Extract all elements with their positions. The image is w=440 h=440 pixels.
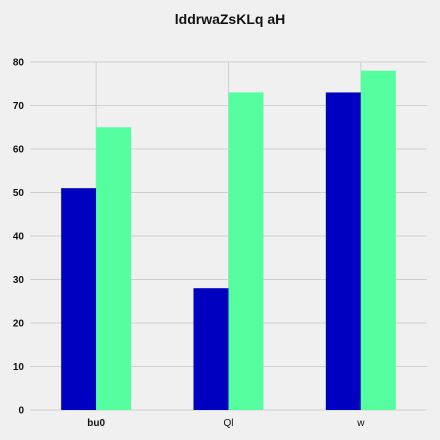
- x-axis-ticks: bu0 Ql w: [87, 418, 365, 429]
- bar-Ql-series-2: [228, 92, 264, 410]
- bar-w-series-1: [325, 92, 361, 410]
- y-tick-label: 40: [13, 232, 25, 243]
- chart-title: lddrwaZsKLq aH: [175, 11, 285, 27]
- x-tick-label: w: [356, 418, 365, 429]
- bars: [61, 70, 396, 410]
- y-tick-label: 10: [13, 362, 25, 373]
- bar-w-series-2: [360, 70, 396, 410]
- x-tick-label: bu0: [87, 418, 105, 429]
- y-tick-label: 70: [13, 101, 25, 112]
- y-tick-label: 80: [13, 58, 25, 69]
- y-tick-label: 20: [13, 319, 25, 330]
- y-tick-label: 50: [13, 188, 25, 199]
- y-tick-label: 0: [18, 406, 24, 417]
- bar-Ql-series-1: [193, 288, 229, 410]
- y-tick-label: 30: [13, 275, 25, 286]
- y-tick-label: 60: [13, 145, 25, 156]
- bar-bu0-series-2: [96, 127, 132, 410]
- bar-bu0-series-1: [61, 188, 97, 410]
- x-tick-label: Ql: [224, 418, 234, 429]
- y-axis-ticks: 0 10 20 30 40 50 60 70 80: [13, 58, 25, 417]
